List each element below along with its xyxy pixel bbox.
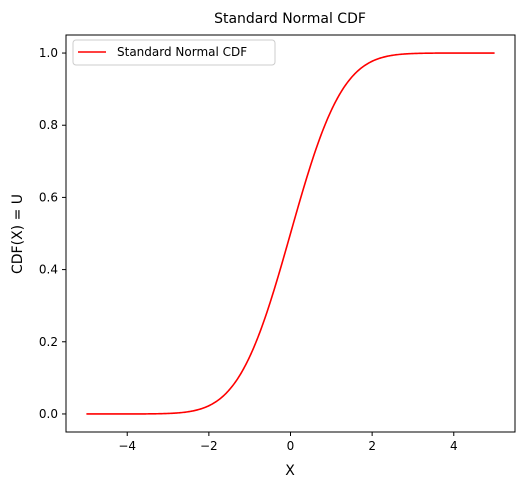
- y-tick-label: 0.0: [39, 407, 58, 421]
- x-tick-label: −4: [118, 439, 136, 453]
- x-tick-label: −2: [200, 439, 218, 453]
- y-axis-ticks: 0.0 0.2 0.4 0.6 0.8 1.0: [39, 46, 66, 421]
- legend-label: Standard Normal CDF: [117, 45, 247, 59]
- y-tick-label: 0.2: [39, 335, 58, 349]
- x-axis-ticks: −4 −2 0 2 4: [118, 432, 457, 453]
- y-tick-label: 0.4: [39, 263, 58, 277]
- y-tick-label: 0.6: [39, 190, 58, 204]
- y-axis-label: CDF(X) = U: [10, 194, 26, 274]
- x-tick-label: 0: [287, 439, 295, 453]
- series-line-standard-normal-cdf: [86, 53, 494, 414]
- y-tick-label: 1.0: [39, 46, 58, 60]
- x-axis-label: X: [285, 463, 295, 479]
- y-tick-label: 0.8: [39, 118, 58, 132]
- series-layer: [86, 53, 494, 414]
- x-tick-label: 2: [368, 439, 376, 453]
- chart-title: Standard Normal CDF: [214, 11, 366, 27]
- legend: Standard Normal CDF: [73, 40, 275, 65]
- x-tick-label: 4: [450, 439, 458, 453]
